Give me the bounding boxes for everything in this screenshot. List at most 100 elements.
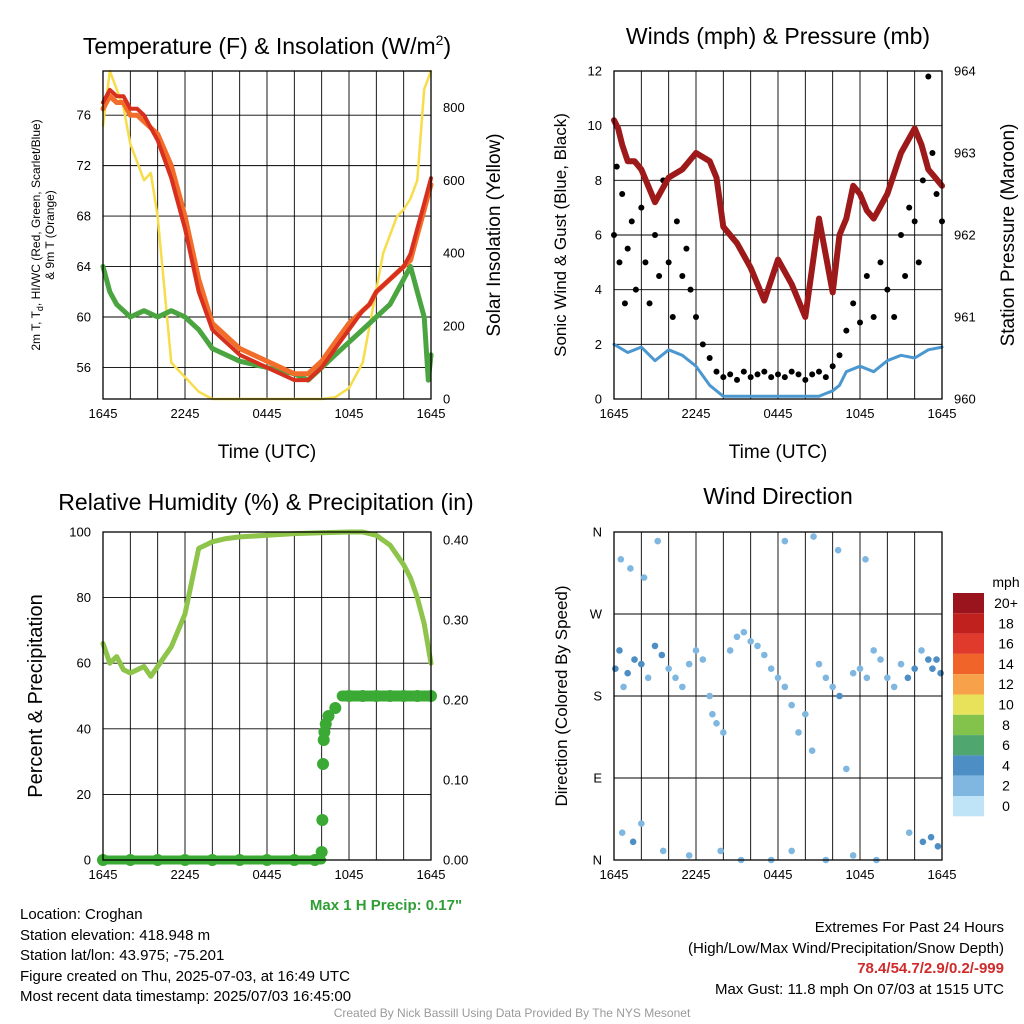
temperature-ticks: 1645 2245 0445 1045 1645 56 60 64 68 72 76 0 200 400 6… bbox=[77, 100, 465, 421]
gust-point bbox=[652, 232, 658, 238]
direction-point bbox=[665, 665, 672, 672]
gust-point bbox=[656, 273, 663, 279]
gust-point bbox=[621, 300, 628, 307]
direction-point bbox=[808, 747, 816, 754]
legend-swatch bbox=[953, 694, 984, 715]
gust-point bbox=[898, 232, 904, 238]
direction-point bbox=[849, 852, 857, 859]
direction-point bbox=[788, 701, 795, 709]
humidity-panel: Relative Humidity (%) & Precipitation (i… bbox=[25, 489, 474, 914]
direction-point bbox=[849, 669, 857, 677]
direction-point bbox=[717, 847, 724, 855]
latlon-text: Station lat/lon: 43.975; -75.201 bbox=[20, 947, 225, 964]
gust-point bbox=[870, 314, 877, 320]
direction-panel: Wind Direction 1645 2245 0445 1045 1645NESWN… bbox=[552, 483, 1020, 882]
x-tick-label: 1645 bbox=[928, 406, 957, 421]
direction-point bbox=[659, 847, 667, 855]
direction-point bbox=[740, 628, 748, 636]
y-tick-label: N bbox=[593, 853, 602, 868]
gust-point bbox=[925, 73, 932, 80]
y-tick-label: 10 bbox=[588, 118, 602, 133]
x-tick-label: 0445 bbox=[764, 406, 793, 421]
gust-point bbox=[734, 376, 740, 383]
temperature-grid bbox=[102, 71, 432, 399]
legend-swatch bbox=[953, 714, 984, 736]
y-tick-label: 68 bbox=[77, 209, 91, 224]
legend-swatch bbox=[953, 775, 984, 796]
gust-point bbox=[727, 371, 734, 378]
extremes-values: 78.4/54.7/2.9/0.2/-999 bbox=[857, 960, 1004, 977]
gust-point bbox=[673, 218, 680, 225]
direction-point bbox=[822, 674, 830, 682]
speed-legend-title: mph bbox=[992, 574, 1019, 590]
precip-point bbox=[316, 814, 329, 826]
gust-point bbox=[929, 150, 936, 156]
legend-label: 10 bbox=[998, 697, 1014, 713]
direction-point bbox=[720, 729, 727, 736]
direction-point bbox=[616, 647, 623, 654]
direction-series bbox=[612, 533, 944, 864]
direction-point bbox=[933, 656, 940, 663]
direction-point bbox=[774, 674, 782, 682]
direction-point bbox=[877, 656, 884, 663]
y2-tick-label: 800 bbox=[443, 100, 465, 115]
created-text: Figure created on Thu, 2025-07-03, at 16… bbox=[20, 967, 350, 985]
gust-point bbox=[693, 314, 699, 320]
y-tick-label: 64 bbox=[77, 259, 91, 274]
gust-point bbox=[713, 368, 720, 375]
direction-grid bbox=[613, 531, 943, 861]
direction-point bbox=[709, 710, 716, 718]
direction-point bbox=[862, 556, 869, 563]
legend-swatch bbox=[953, 653, 984, 675]
recent-data-text: Most recent data timestamp: 2025/07/03 1… bbox=[20, 988, 352, 1005]
direction-point bbox=[795, 729, 802, 736]
solar-insolation-axis-label: Solar Insolation (Yellow) bbox=[484, 133, 505, 336]
x-tick-label: 1645 bbox=[417, 867, 446, 882]
y-tick-label: 20 bbox=[77, 787, 91, 802]
direction-point bbox=[925, 656, 932, 663]
direction-point bbox=[919, 838, 927, 846]
gust-point bbox=[646, 300, 653, 307]
gust-point bbox=[902, 273, 909, 279]
gust-point bbox=[613, 163, 620, 170]
direction-point bbox=[890, 683, 898, 691]
y2-tick-label: 961 bbox=[954, 310, 976, 325]
direction-point bbox=[927, 833, 935, 841]
direction-point bbox=[638, 820, 645, 827]
extremes-subheading: (High/Low/Max Wind/Precipitation/Snow De… bbox=[688, 939, 1004, 957]
gust-point bbox=[775, 371, 781, 378]
gust-point bbox=[906, 204, 913, 211]
direction-point bbox=[788, 847, 795, 855]
gust-point bbox=[687, 286, 694, 293]
legend-swatch bbox=[953, 633, 984, 654]
direction-point bbox=[810, 533, 817, 540]
direction-point bbox=[699, 656, 707, 663]
y2-tick-label: 0.20 bbox=[443, 693, 468, 708]
direction-point bbox=[747, 638, 754, 645]
gust-point bbox=[836, 352, 843, 359]
y-tick-label: 40 bbox=[77, 721, 91, 736]
gust-point bbox=[720, 374, 727, 381]
gust-point bbox=[884, 286, 891, 293]
gust-point bbox=[669, 314, 676, 320]
legend-label: 2 bbox=[1002, 778, 1010, 794]
legend-label: 8 bbox=[1002, 717, 1010, 733]
gust-point bbox=[850, 300, 857, 307]
temperature-2m-line bbox=[101, 87, 433, 383]
winds-xlabel: Time (UTC) bbox=[729, 442, 828, 463]
x-tick-label: 1645 bbox=[89, 406, 118, 421]
temperature-panel: Temperature (F) & Insolation (W/m2) 1645… bbox=[29, 32, 505, 463]
gust-point bbox=[915, 259, 922, 266]
y-tick-label: S bbox=[593, 689, 602, 704]
direction-point bbox=[929, 665, 936, 672]
direction-point bbox=[726, 647, 734, 654]
x-tick-label: 1045 bbox=[846, 406, 875, 421]
direction-point bbox=[651, 642, 659, 650]
direction-point bbox=[706, 692, 713, 700]
y2-tick-label: 0.00 bbox=[443, 853, 468, 868]
winds-title: Winds (mph) & Pressure (mb) bbox=[626, 23, 930, 49]
legend-label: 12 bbox=[998, 676, 1014, 692]
legend-label: 16 bbox=[998, 636, 1014, 652]
legend-label: 18 bbox=[998, 615, 1014, 631]
gust-point bbox=[754, 371, 761, 378]
